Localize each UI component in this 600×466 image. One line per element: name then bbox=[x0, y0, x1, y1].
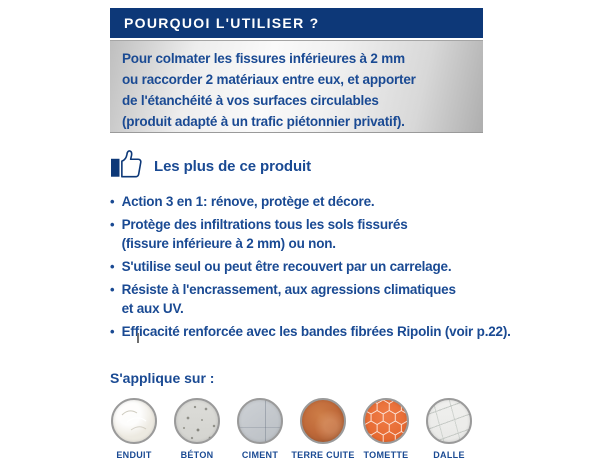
surfaces-row: ENDUIT BÉTON CIMENT TERRE CUITE bbox=[111, 398, 530, 460]
intro-line: ou raccorder 2 matériaux entre eux, et a… bbox=[122, 72, 416, 87]
bullet-marker: • bbox=[110, 324, 115, 339]
advantage-line: Résiste à l'encrassement, aux agressions… bbox=[121, 282, 456, 297]
bullet-marker: • bbox=[110, 217, 115, 232]
enduit-swatch bbox=[111, 398, 157, 444]
advantage-item: • Action 3 en 1: rénove, protège et déco… bbox=[110, 192, 530, 211]
advantage-line: Action 3 en 1: rénove, protège et décore… bbox=[121, 194, 375, 209]
intro-line: Pour colmater les fissures inférieures à… bbox=[122, 51, 405, 66]
surface-item-dalle: DALLE bbox=[426, 398, 472, 460]
advantage-line: Protège des infiltrations tous les sols … bbox=[121, 217, 408, 232]
advantage-item: • Résiste à l'encrassement, aux agressio… bbox=[110, 280, 530, 318]
advantage-item: • S'utilise seul ou peut être recouvert … bbox=[110, 257, 530, 276]
surface-label: ENDUIT bbox=[116, 450, 152, 460]
stray-cursor-mark bbox=[137, 333, 139, 343]
surface-label: BÉTON bbox=[180, 450, 214, 460]
advantage-line: S'utilise seul ou peut être recouvert pa… bbox=[121, 259, 452, 274]
section-header-bar: POURQUOI L'UTILISER ? bbox=[110, 8, 483, 38]
intro-text-box: Pour colmater les fissures inférieures à… bbox=[110, 40, 483, 133]
surface-label: CIMENT bbox=[241, 450, 279, 460]
surface-item-terre-cuite: TERRE CUITE bbox=[291, 398, 354, 460]
thumbs-up-icon bbox=[111, 148, 145, 184]
surface-item-ciment: CIMENT bbox=[237, 398, 283, 460]
bullet-marker: • bbox=[110, 282, 115, 297]
surface-item-enduit: ENDUIT bbox=[111, 398, 157, 460]
advantage-item: • Protège des infiltrations tous les sol… bbox=[110, 215, 530, 253]
bullet-marker: • bbox=[110, 259, 115, 274]
content-column: POURQUOI L'UTILISER ? Pour colmater les … bbox=[110, 8, 530, 460]
surface-label: TOMETTE bbox=[363, 450, 409, 460]
section-header-title: POURQUOI L'UTILISER ? bbox=[124, 15, 320, 31]
surface-label: DALLE bbox=[433, 450, 465, 460]
surface-item-beton: BÉTON bbox=[174, 398, 220, 460]
surface-item-tomette: TOMETTE bbox=[363, 398, 409, 460]
advantage-line: (fissure inférieure à 2 mm) ou non. bbox=[121, 236, 336, 251]
advantage-line: et aux UV. bbox=[121, 301, 184, 316]
terre-cuite-swatch bbox=[300, 398, 346, 444]
intro-line: (produit adapté à un trafic piétonnier p… bbox=[122, 114, 405, 129]
intro-line: de l'étanchéité à vos surfaces circulabl… bbox=[122, 93, 379, 108]
advantages-header: Les plus de ce produit bbox=[111, 148, 530, 184]
advantage-line: Efficacité renforcée avec les bandes fib… bbox=[121, 324, 511, 339]
bullet-marker: • bbox=[110, 194, 115, 209]
dalle-swatch bbox=[426, 398, 472, 444]
ciment-swatch bbox=[237, 398, 283, 444]
advantage-item: • Efficacité renforcée avec les bandes f… bbox=[110, 322, 530, 341]
surface-label: TERRE CUITE bbox=[291, 450, 355, 460]
advantages-title: Les plus de ce produit bbox=[154, 157, 311, 175]
tomette-swatch bbox=[363, 398, 409, 444]
beton-swatch bbox=[174, 398, 220, 444]
applies-title: S'applique sur : bbox=[110, 370, 215, 386]
advantages-list: • Action 3 en 1: rénove, protège et déco… bbox=[110, 192, 530, 341]
